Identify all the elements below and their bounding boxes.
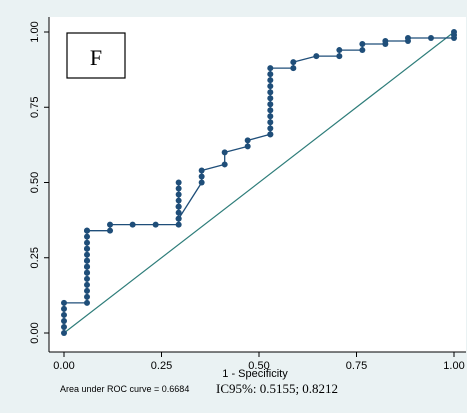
y-tick-label: 0.50 — [29, 172, 41, 193]
roc-point — [107, 227, 114, 234]
roc-point — [267, 107, 274, 114]
x-tick-label: 0.25 — [151, 360, 172, 372]
roc-point — [175, 221, 182, 228]
roc-point — [84, 275, 91, 282]
roc-point — [61, 311, 67, 318]
roc-point — [84, 293, 91, 300]
roc-point — [359, 41, 366, 48]
x-tick-label: 0.75 — [346, 360, 367, 372]
y-tick-label: 0.00 — [29, 322, 41, 343]
roc-point — [84, 263, 91, 270]
roc-point — [175, 203, 182, 210]
roc-point — [175, 209, 182, 216]
roc-point — [290, 59, 297, 66]
roc-point — [84, 227, 91, 234]
roc-point — [61, 323, 67, 330]
roc-point — [129, 221, 136, 228]
roc-point — [267, 71, 274, 78]
roc-point — [84, 269, 91, 276]
roc-point — [267, 89, 274, 96]
roc-point — [152, 221, 159, 228]
roc-point — [84, 299, 91, 306]
roc-point — [451, 29, 457, 35]
roc-point — [84, 287, 91, 294]
roc-point — [404, 35, 411, 42]
roc-point — [267, 65, 274, 72]
roc-point — [267, 101, 274, 108]
y-tick-label: 0.75 — [29, 97, 41, 118]
roc-point — [61, 299, 67, 306]
auc-annotation: Area under ROC curve = 0.6684 — [60, 384, 189, 394]
roc-point — [313, 53, 320, 60]
roc-point — [198, 179, 205, 186]
roc-point — [221, 161, 228, 168]
panel-label-box — [66, 32, 126, 79]
roc-point — [61, 330, 67, 336]
x-tick-label: 0.50 — [248, 360, 269, 372]
roc-point — [244, 143, 251, 150]
x-tick-label: 1.00 — [443, 360, 464, 372]
roc-point — [267, 131, 274, 138]
roc-point — [175, 191, 182, 198]
roc-point — [382, 38, 389, 45]
x-axis-title: 1 - Specificity — [222, 368, 288, 380]
y-tick-label: 0.25 — [29, 247, 41, 268]
x-tick-label: 0.00 — [53, 360, 74, 372]
roc-point — [84, 239, 91, 246]
roc-point — [221, 149, 228, 156]
roc-point — [244, 137, 251, 144]
ci-annotation: IC95%: 0.5155; 0.8212 — [216, 381, 338, 396]
roc-point — [84, 233, 91, 240]
axis-ticks-group: 0.00 0.25 0.50 0.75 1.00 0.00 0.25 0.50 0.75 1.00 — [29, 21, 465, 372]
roc-point — [267, 83, 274, 90]
y-tick-label: 1.00 — [29, 21, 41, 42]
roc-point — [267, 119, 274, 126]
roc-point — [267, 125, 274, 132]
roc-point — [107, 221, 114, 228]
roc-points-group — [61, 29, 457, 336]
panel-label: F — [90, 45, 102, 70]
roc-point — [198, 167, 205, 174]
roc-point — [175, 179, 182, 186]
roc-point — [267, 95, 274, 102]
roc-point — [267, 77, 274, 84]
roc-point — [359, 47, 366, 54]
roc-point — [175, 197, 182, 204]
roc-point — [61, 317, 67, 324]
roc-point — [267, 113, 274, 120]
roc-point — [336, 53, 343, 60]
roc-point — [427, 35, 434, 42]
roc-point — [84, 245, 91, 252]
roc-point — [84, 257, 91, 264]
roc-point — [198, 173, 205, 180]
roc-point — [84, 281, 91, 288]
roc-point — [175, 215, 182, 222]
roc-point — [175, 185, 182, 192]
reference-line-group — [63, 31, 455, 334]
roc-point — [336, 47, 343, 54]
roc-point — [290, 65, 297, 72]
roc-point — [61, 305, 67, 312]
roc-point — [84, 251, 91, 258]
reference-diagonal-line — [63, 31, 455, 334]
